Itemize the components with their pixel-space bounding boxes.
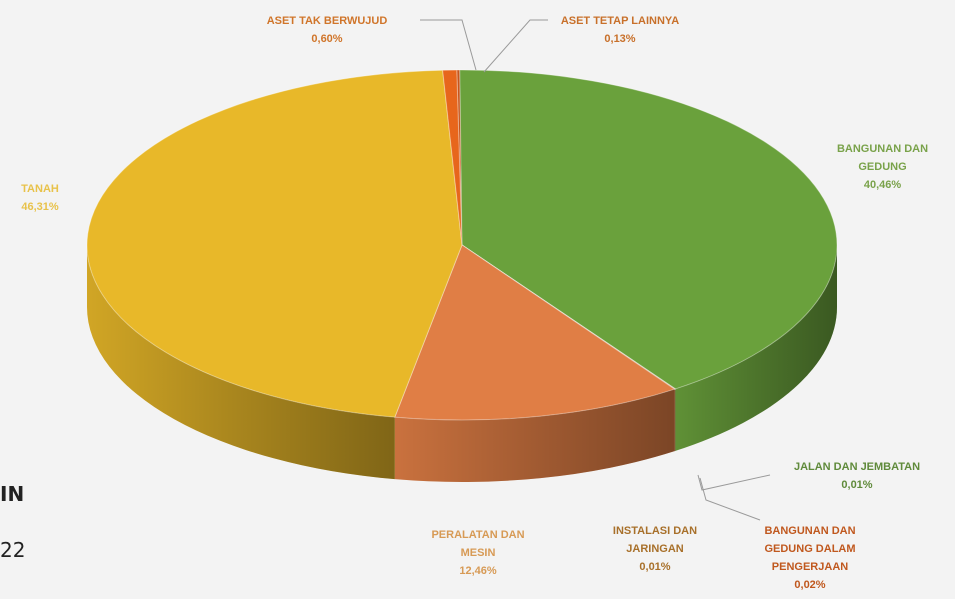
label-line2: MESIN — [460, 547, 496, 559]
label-line2: GEDUNG — [858, 161, 907, 173]
leader-line-aset-tak-berwujud — [420, 19, 477, 71]
label-aset-tetap-lainnya: ASET TETAP LAINNYA 0,13% — [530, 12, 710, 48]
leader-line-small-slices — [697, 474, 771, 491]
pie-top-slices — [86, 69, 838, 421]
label-line1: BANGUNAN DAN — [764, 525, 856, 537]
label-name: TANAH — [21, 183, 59, 195]
wall-peralatan-dan-mesin — [394, 389, 675, 482]
label-bangunan-dan-gedung: BANGUNAN DAN GEDUNG 40,46% — [810, 140, 955, 194]
slice-peralatan-dan-mesin — [394, 244, 676, 421]
leader-lines — [420, 19, 771, 521]
label-value: 40,46% — [863, 179, 902, 191]
wall-bangunan-dan-gedung — [675, 245, 837, 451]
label-line3: PENGERJAAN — [771, 561, 849, 573]
label-value: 0,01% — [841, 479, 873, 491]
label-line2: GEDUNG DALAM — [764, 543, 856, 555]
slice-bangunan-dan-gedung — [459, 69, 838, 390]
label-peralatan-dan-mesin: PERALATAN DAN MESIN 12,46% — [398, 526, 558, 580]
leader-line-pengerjaan — [699, 477, 761, 521]
slice-jalan-dan-jembatan — [461, 244, 677, 390]
wall-shade — [394, 389, 675, 482]
label-line1: INSTALASI DAN — [612, 525, 698, 537]
label-line2: JARINGAN — [626, 543, 684, 555]
slice-aset-tak-berwujud — [442, 69, 463, 246]
label-value: 0,02% — [794, 579, 826, 591]
label-value: 12,46% — [459, 565, 497, 577]
label-value: 46,31% — [21, 201, 59, 213]
label-name: ASET TAK BERWUJUD — [266, 15, 388, 27]
label-value: 0,01% — [639, 561, 671, 573]
label-value: 0,13% — [604, 33, 636, 45]
slice-instalasi-dan-jaringan — [461, 244, 676, 390]
side-heading-fragment: IN — [0, 482, 25, 506]
wall-shade — [675, 245, 837, 451]
label-bangunan-dalam-pengerjaan: BANGUNAN DAN GEDUNG DALAM PENGERJAAN 0,0… — [745, 522, 875, 594]
label-line1: BANGUNAN DAN — [836, 143, 929, 155]
pie-side-walls — [87, 245, 837, 482]
slice-tanah — [86, 69, 463, 418]
wall-shade — [87, 245, 395, 480]
label-name: ASET TETAP LAINNYA — [560, 15, 680, 27]
label-aset-tak-berwujud: ASET TAK BERWUJUD 0,60% — [232, 12, 422, 48]
label-name: JALAN DAN JEMBATAN — [793, 461, 921, 473]
slice-aset-tetap-lainnya — [456, 69, 463, 246]
label-instalasi-dan-jaringan: INSTALASI DAN JARINGAN 0,01% — [600, 522, 710, 576]
label-value: 0,60% — [311, 33, 343, 45]
label-tanah: TANAH 46,31% — [10, 180, 70, 216]
slice-bangunan-dan-gedung-dalam-pengerjaan — [461, 244, 677, 390]
side-year-fragment: 22 — [0, 538, 26, 562]
leader-line-aset-tetap-lainnya — [483, 19, 548, 73]
wall-tanah — [87, 245, 395, 480]
label-line1: PERALATAN DAN — [431, 529, 525, 541]
label-jalan-dan-jembatan: JALAN DAN JEMBATAN 0,01% — [762, 458, 952, 494]
